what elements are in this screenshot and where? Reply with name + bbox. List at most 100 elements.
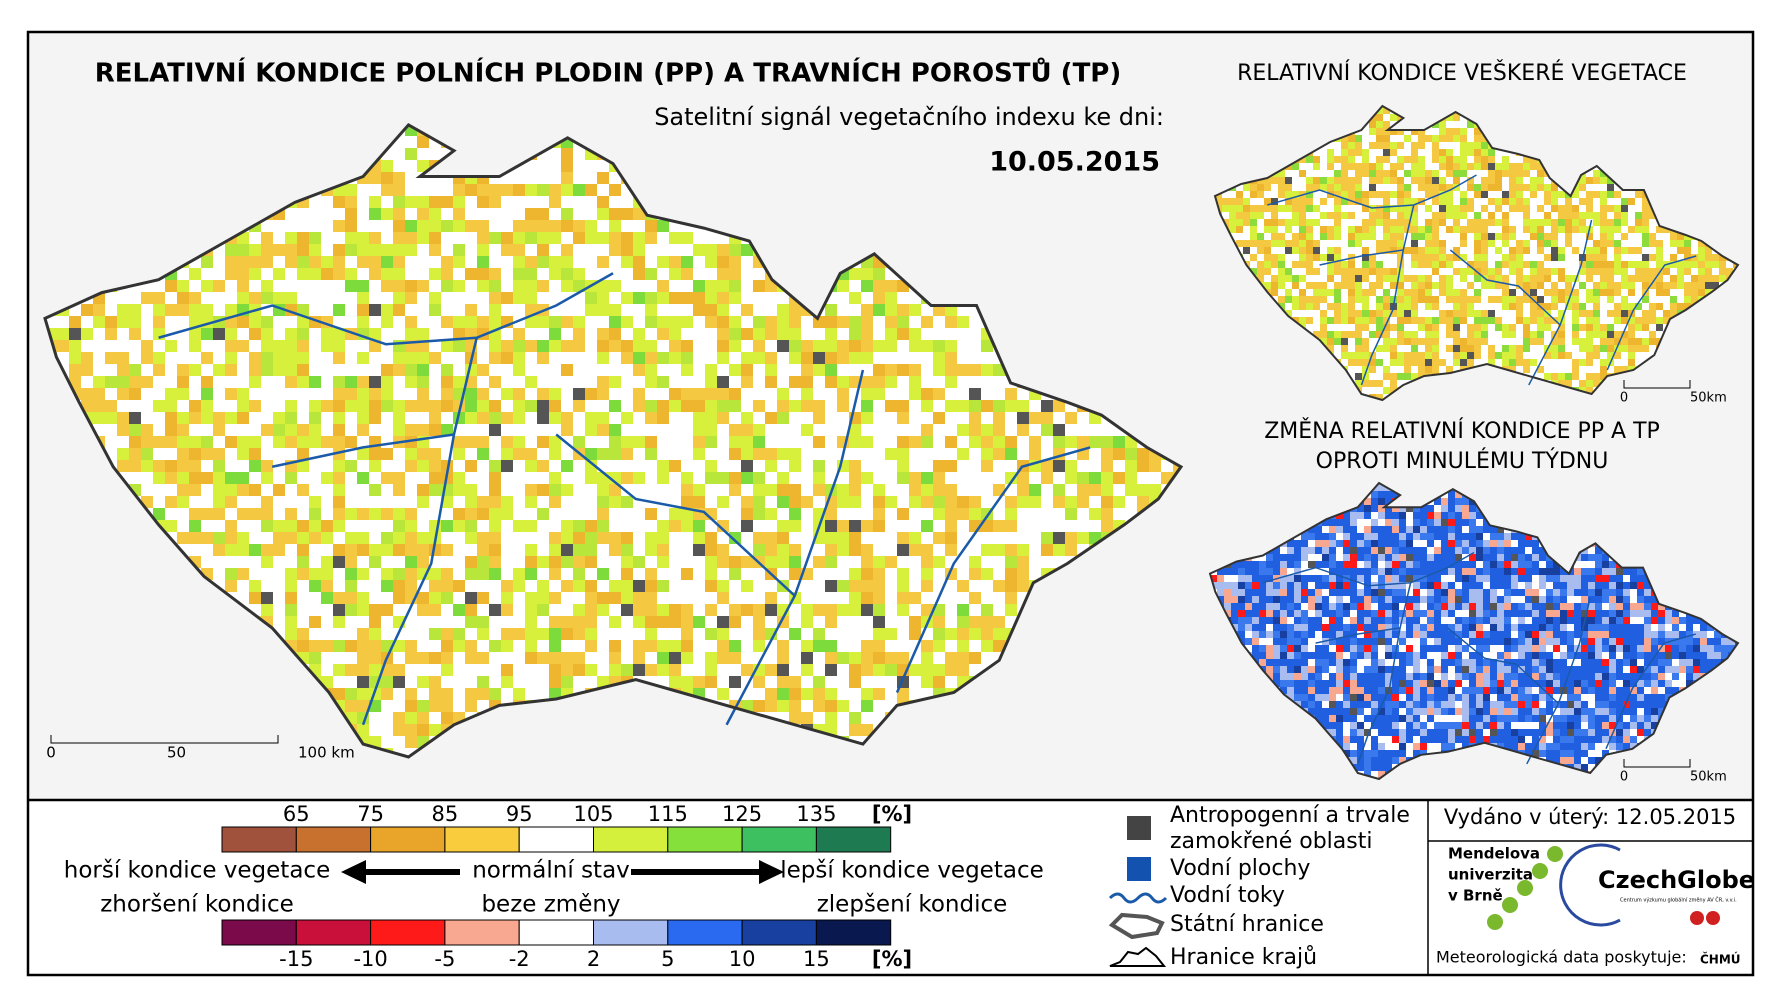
pixel bbox=[705, 256, 717, 268]
pixel bbox=[1558, 268, 1565, 275]
pixel bbox=[1125, 460, 1137, 472]
pixel bbox=[1005, 448, 1017, 460]
pixel bbox=[1481, 149, 1488, 156]
pixel bbox=[1306, 184, 1313, 191]
pixel bbox=[1565, 219, 1572, 226]
pixel bbox=[693, 388, 705, 400]
pixel bbox=[885, 496, 897, 508]
pixel bbox=[1586, 261, 1593, 268]
pixel bbox=[1411, 310, 1418, 317]
pixel bbox=[261, 508, 273, 520]
pixel bbox=[417, 604, 429, 616]
pixel bbox=[957, 364, 969, 376]
pixel bbox=[1495, 233, 1502, 240]
pixel bbox=[1523, 275, 1530, 282]
pixel bbox=[201, 280, 213, 292]
pixel bbox=[1017, 484, 1029, 496]
pixel bbox=[1432, 331, 1439, 338]
pixel bbox=[825, 664, 837, 676]
pixel bbox=[585, 220, 597, 232]
pixel bbox=[1467, 205, 1474, 212]
pixel bbox=[1425, 135, 1432, 142]
pixel bbox=[753, 280, 765, 292]
pixel bbox=[357, 424, 369, 436]
pixel bbox=[1642, 338, 1649, 345]
pixel bbox=[81, 304, 93, 316]
pixel bbox=[1411, 282, 1418, 289]
pixel bbox=[693, 424, 705, 436]
pixel bbox=[417, 220, 429, 232]
pixel bbox=[585, 184, 597, 196]
pixel bbox=[549, 340, 561, 352]
pixel bbox=[1425, 226, 1432, 233]
pixel bbox=[261, 328, 273, 340]
pixel bbox=[597, 352, 609, 364]
pixel bbox=[1390, 233, 1397, 240]
pixel bbox=[165, 472, 177, 484]
pixel bbox=[1481, 177, 1488, 184]
pixel bbox=[1446, 128, 1453, 135]
pixel bbox=[333, 484, 345, 496]
pixel bbox=[1418, 233, 1425, 240]
pixel bbox=[489, 532, 501, 544]
pixel bbox=[369, 460, 381, 472]
pixel bbox=[717, 244, 729, 256]
pixel bbox=[1383, 107, 1390, 114]
pixel bbox=[1572, 338, 1579, 345]
pixel bbox=[861, 580, 873, 592]
pixel bbox=[357, 256, 369, 268]
pixel bbox=[621, 580, 633, 592]
pixel bbox=[1593, 170, 1600, 177]
pixel bbox=[1320, 310, 1327, 317]
pixel bbox=[1397, 226, 1404, 233]
pixel bbox=[1502, 282, 1509, 289]
pixel bbox=[981, 628, 993, 640]
pixel bbox=[1334, 261, 1341, 268]
pixel bbox=[1320, 324, 1327, 331]
pixel bbox=[1369, 310, 1376, 317]
pixel bbox=[1053, 424, 1065, 436]
pixel bbox=[765, 328, 777, 340]
pixel bbox=[1383, 268, 1390, 275]
pixel bbox=[393, 544, 405, 556]
pixel bbox=[1712, 282, 1719, 289]
pixel bbox=[873, 280, 885, 292]
pixel bbox=[1404, 296, 1411, 303]
pixel bbox=[1495, 198, 1502, 205]
pixel bbox=[1460, 254, 1467, 261]
pixel bbox=[1467, 282, 1474, 289]
pixel bbox=[1271, 289, 1278, 296]
pixel bbox=[1285, 219, 1292, 226]
pixel bbox=[849, 496, 861, 508]
pixel bbox=[225, 532, 237, 544]
pixel bbox=[165, 496, 177, 508]
pixel bbox=[561, 148, 573, 160]
pixel bbox=[1250, 240, 1257, 247]
pixel bbox=[501, 388, 513, 400]
pixel bbox=[861, 640, 873, 652]
pixel bbox=[1600, 261, 1607, 268]
pixel bbox=[285, 292, 297, 304]
pixel bbox=[645, 364, 657, 376]
pixel bbox=[1460, 142, 1467, 149]
pixel bbox=[945, 496, 957, 508]
pixel bbox=[417, 532, 429, 544]
pixel bbox=[297, 328, 309, 340]
pixel bbox=[1593, 345, 1600, 352]
pixel bbox=[345, 244, 357, 256]
river bbox=[158, 272, 614, 346]
pixel bbox=[777, 472, 789, 484]
pixel bbox=[177, 304, 189, 316]
pixel bbox=[177, 376, 189, 388]
pixel bbox=[969, 496, 981, 508]
pixel bbox=[1656, 303, 1663, 310]
pixel bbox=[345, 604, 357, 616]
pixel bbox=[1460, 289, 1467, 296]
pixel bbox=[1334, 191, 1341, 198]
pixel bbox=[609, 640, 621, 652]
pixel bbox=[705, 244, 717, 256]
pixel bbox=[777, 340, 789, 352]
pixel bbox=[1537, 226, 1544, 233]
pixel bbox=[1089, 436, 1101, 448]
pixel bbox=[177, 388, 189, 400]
